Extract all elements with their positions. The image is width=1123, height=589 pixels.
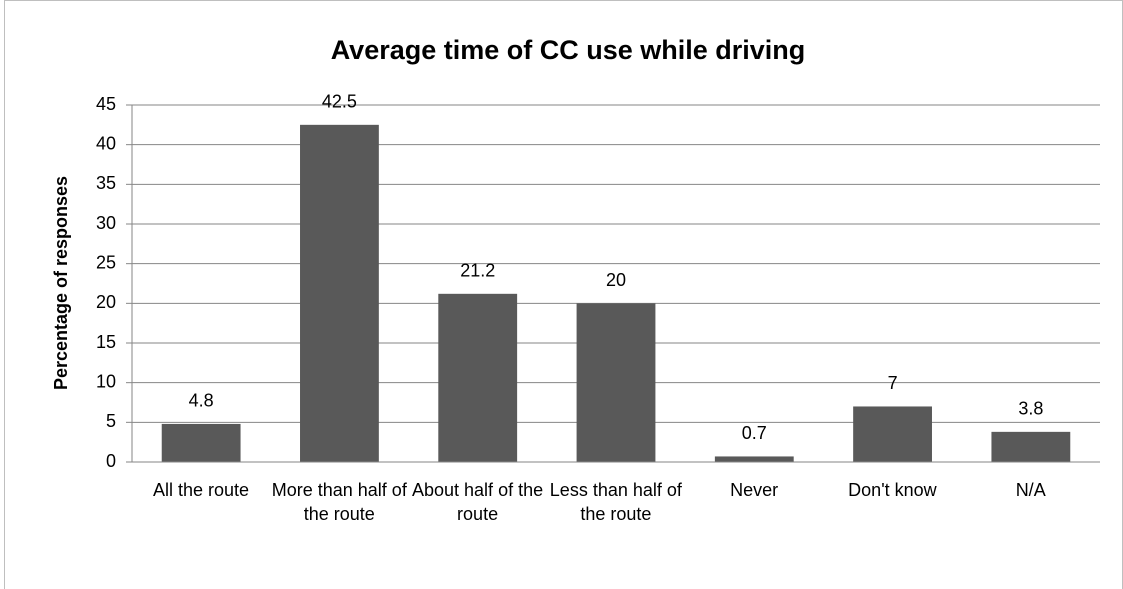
value-label: 42.5 [322, 92, 357, 112]
value-label: 21.2 [460, 261, 495, 281]
x-tick-label: All the route [152, 480, 250, 500]
y-tick-label: 5 [106, 411, 116, 431]
x-tick-label: About half of the route [412, 480, 544, 524]
bar [853, 406, 932, 462]
y-tick-label: 30 [96, 213, 116, 233]
bar [714, 456, 794, 462]
y-tick-label: 20 [96, 292, 116, 312]
bar [576, 303, 656, 462]
y-tick-label: 45 [96, 94, 116, 114]
value-label: 3.8 [1018, 399, 1043, 419]
bar [438, 293, 518, 462]
y-tick-label: 35 [96, 173, 116, 193]
y-tick-label: 15 [96, 332, 116, 352]
x-tick-label: Don't know [848, 480, 937, 500]
chart-title: Average time of CC use while driving [331, 35, 806, 65]
value-label: 0.7 [742, 423, 767, 443]
y-tick-label: 25 [96, 252, 116, 272]
x-tick-label: N/A [1015, 480, 1046, 500]
y-tick-label: 0 [106, 451, 116, 471]
value-label: 20 [606, 270, 626, 290]
bar [161, 423, 241, 462]
x-tick-label: More than half of the route [271, 480, 407, 524]
y-tick-label: 10 [96, 371, 116, 391]
y-tick-label: 40 [96, 133, 116, 153]
bar [300, 124, 379, 462]
y-axis-label: Percentage of responses [51, 176, 71, 390]
bar [991, 431, 1071, 462]
value-label: 4.8 [189, 391, 214, 411]
x-tick-label: Less than half of the route [549, 480, 682, 524]
x-tick-label: Never [730, 480, 779, 500]
value-label: 7 [888, 373, 898, 393]
